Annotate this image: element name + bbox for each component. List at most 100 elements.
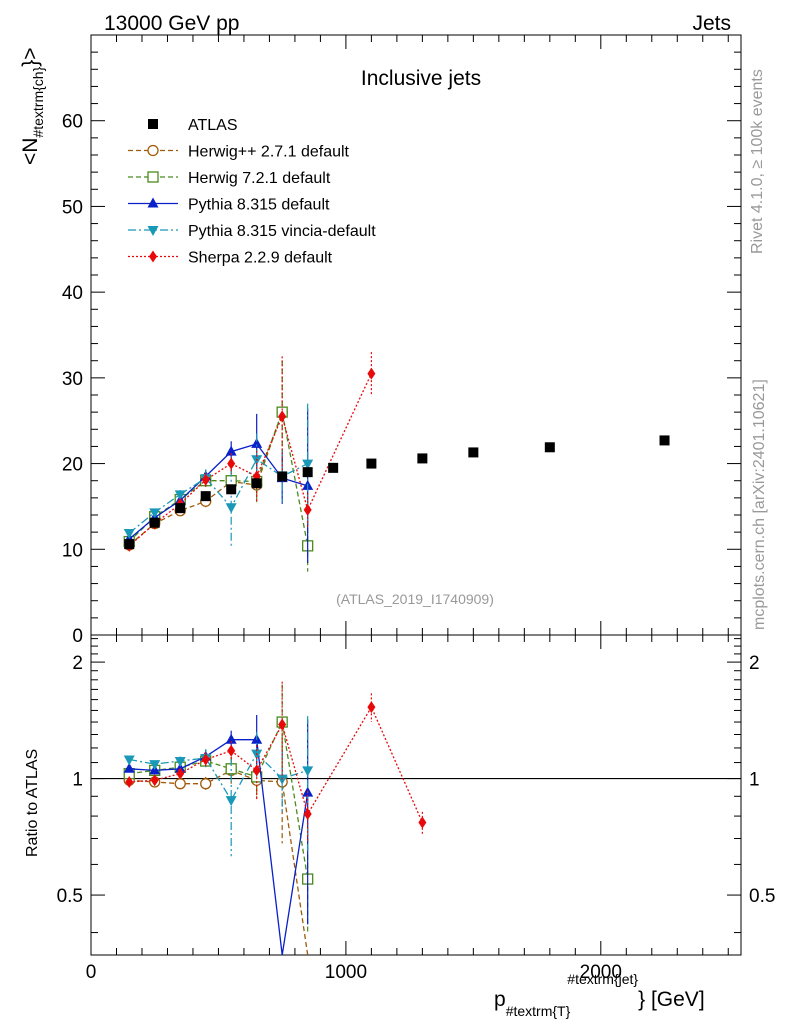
ratio-series-sherpa	[125, 681, 427, 841]
ratio-line-pythia	[129, 739, 309, 956]
main-point-sherpa	[303, 503, 312, 516]
main-point-atlas	[226, 484, 237, 495]
ratio-frame	[90, 634, 742, 956]
ratio-ytick-label: 0.5	[57, 886, 83, 907]
main-ytick-label: 60	[62, 112, 83, 133]
ratio-series	[123, 681, 427, 956]
main-series-sherpa	[125, 352, 376, 552]
header-right: Jets	[692, 12, 731, 35]
main-ytick-label: 10	[62, 540, 83, 561]
main-point-atlas	[277, 471, 288, 482]
main-point-sherpa	[278, 410, 287, 423]
ratio-ticks: 0.5 0.5 1 1 2 2 0 1000 2000	[57, 635, 775, 983]
ratio-point-vincia	[225, 796, 237, 807]
ratio-point-sherpa	[278, 718, 287, 731]
ratio-ytick-label-right: 0.5	[749, 886, 775, 907]
ratio-series-herwig7	[123, 684, 314, 933]
ratio-point-sherpa	[367, 701, 376, 714]
y-axis-label-end: }>	[19, 47, 42, 66]
y-axis-label-sub: #textrm{ch}	[30, 66, 46, 137]
ratio-point-sherpa	[227, 744, 236, 757]
main-point-vincia	[302, 459, 314, 470]
x-axis-label-base: p	[494, 988, 506, 1011]
ratio-point-sherpa	[201, 753, 210, 766]
main-point-atlas	[251, 478, 262, 489]
main-ytick-label: 40	[62, 283, 83, 304]
rivet-label: Rivet 4.1.0, ≥ 100k events	[749, 69, 766, 254]
main-watermark: (ATLAS_2019_I1740909)	[336, 591, 494, 607]
ratio-point-sherpa	[150, 774, 159, 787]
ratio-line-herwig7	[129, 719, 309, 880]
ratio-y-axis-label: Ratio to ATLAS	[24, 749, 41, 857]
mcplots-label: mcplots.cern.ch [arXiv:2401.10621]	[751, 379, 768, 630]
ratio-xtick-label: 1000	[325, 962, 367, 983]
ratio-ytick-label: 1	[72, 770, 83, 791]
main-series	[123, 352, 670, 572]
main-point-atlas	[124, 539, 135, 550]
legend-label-herwig7: Herwig 7.2.1 default	[188, 170, 331, 187]
ratio-point-sherpa	[176, 767, 185, 780]
ratio-point-vincia	[174, 757, 186, 768]
legend-marker-atlas	[148, 119, 158, 129]
main-series-atlas	[124, 435, 670, 550]
main-point-atlas	[659, 435, 670, 446]
main-point-sherpa	[201, 473, 210, 486]
main-point-atlas	[149, 517, 160, 528]
ratio-point-sherpa	[125, 775, 134, 788]
ratio-series-pythia	[123, 714, 314, 956]
legend-label-pythia: Pythia 8.315 default	[188, 197, 330, 214]
main-ytick-label: 50	[62, 197, 83, 218]
main-point-atlas	[200, 491, 211, 502]
main-series-herwig7	[123, 360, 314, 572]
legend-marker-herwigpp	[147, 144, 159, 157]
ratio-ytick-label-right: 1	[749, 770, 760, 791]
main-point-atlas	[417, 453, 428, 464]
main-point-atlas	[302, 467, 313, 478]
main-ticks: 0 10 20 30 40 50 60	[62, 35, 741, 647]
ratio-ytick-label: 2	[72, 653, 83, 674]
legend-label-atlas: ATLAS	[188, 117, 238, 134]
x-axis-label-end: } [GeV]	[638, 988, 705, 1011]
main-point-vincia	[149, 508, 161, 519]
ratio-point-sherpa	[252, 764, 261, 777]
ratio-point-herwigpp	[174, 778, 186, 790]
x-axis-label-sup: #textrm{jet}	[567, 971, 638, 987]
ratio-line-vincia	[129, 752, 308, 802]
x-axis-label-sub: #textrm{T}	[506, 1003, 571, 1019]
ratio-point-herwigpp	[200, 778, 212, 790]
ratio-xtick-label: 2000	[580, 962, 622, 983]
legend-marker-vincia	[147, 226, 159, 236]
main-point-vincia	[123, 529, 135, 539]
legend-label-sherpa: Sherpa 2.2.9 default	[188, 250, 333, 267]
main-point-atlas	[366, 458, 377, 469]
main-ytick-label: 0	[72, 626, 83, 647]
ratio-point-vincia	[149, 760, 161, 771]
header-left: 13000 GeV pp	[104, 12, 239, 35]
ratio-point-sherpa	[303, 807, 312, 820]
legend-marker-herwig7	[147, 171, 159, 183]
main-point-atlas	[468, 447, 479, 458]
main-ytick-label: 30	[62, 369, 83, 390]
main-point-pythia	[251, 437, 263, 448]
main-panel: 0 10 20 30 40 50 60 Inclusive jets (ATLAS_2019…	[19, 34, 742, 647]
main-line-sherpa	[128, 373, 372, 547]
main-point-vincia	[225, 503, 237, 514]
y-axis-label-base: <N	[19, 138, 42, 165]
main-point-sherpa	[227, 457, 236, 470]
main-ytick-label: 20	[62, 455, 83, 476]
main-point-vincia	[174, 490, 186, 501]
x-axis-label: p#textrm{T} #textrm{jet}} [GeV]	[494, 971, 705, 1019]
ratio-point-vincia	[302, 766, 314, 777]
main-series-herwigpp	[123, 360, 288, 551]
ratio-xtick-label: 0	[86, 962, 97, 983]
main-point-pythia	[225, 445, 237, 456]
main-point-atlas	[544, 442, 555, 453]
ratio-point-sherpa	[418, 816, 427, 829]
ratio-point-pythia	[123, 762, 135, 773]
legend-label-vincia: Pythia 8.315 vincia-default	[188, 223, 376, 240]
ratio-point-pythia	[225, 733, 237, 744]
main-point-atlas	[175, 503, 186, 514]
ratio-point-vincia	[123, 755, 135, 766]
legend-label-herwigpp: Herwig++ 2.7.1 default	[188, 144, 350, 161]
